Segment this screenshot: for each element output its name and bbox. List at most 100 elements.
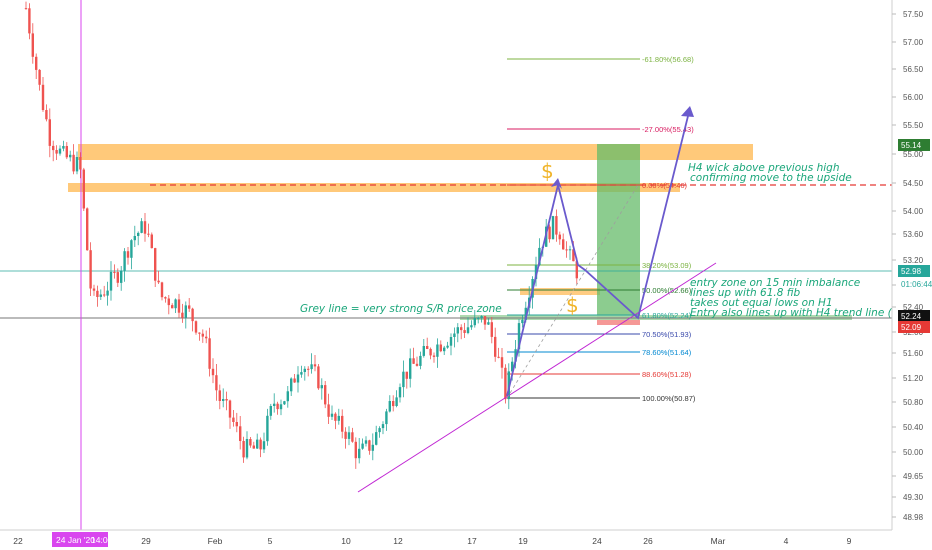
candle-body xyxy=(487,322,490,325)
y-tick-label: 54.50 xyxy=(903,179,924,188)
candle-body xyxy=(48,119,51,146)
candle-body xyxy=(55,150,58,154)
candle-body xyxy=(483,316,487,325)
candle-body xyxy=(215,375,218,391)
candle-body xyxy=(147,233,150,235)
fib-level-label: 38.20%(53.09) xyxy=(642,261,692,270)
fib-level-label: 88.60%(51.28) xyxy=(642,370,692,379)
candle-body xyxy=(65,146,68,158)
candle-body xyxy=(126,251,130,258)
candle-body xyxy=(327,404,330,417)
candle-body xyxy=(130,240,133,258)
candle-body xyxy=(344,431,347,439)
candle-body xyxy=(290,378,293,392)
candle-body xyxy=(429,348,432,356)
candle-body xyxy=(310,364,313,370)
candle-body xyxy=(432,355,436,357)
candle-body xyxy=(157,280,160,283)
dollar-sign-entry: $ xyxy=(566,293,579,317)
candle-body xyxy=(41,84,45,110)
candle-body xyxy=(470,325,473,328)
x-axis: 22 29 Feb 5 10 12 17 19 24 26 Mar 4 9 xyxy=(13,536,851,546)
y-tick-label: 50.40 xyxy=(903,423,924,432)
candle-body xyxy=(137,232,140,236)
candle-body xyxy=(364,440,368,444)
candle-body xyxy=(409,358,412,379)
candle-body xyxy=(133,236,136,241)
candle-body xyxy=(426,346,429,349)
fib-retracement: -61.80%(56.68) -27.00%(55.43) 0.00%(54.46)… xyxy=(507,55,696,403)
candle-body xyxy=(385,411,388,425)
candle-body xyxy=(75,157,79,172)
candle-body xyxy=(538,247,541,266)
candle-body xyxy=(460,327,463,331)
candle-body xyxy=(565,249,568,251)
supply-zone-upper xyxy=(78,144,753,160)
candle-body xyxy=(514,349,517,362)
candle-body xyxy=(256,439,259,449)
candle-body xyxy=(120,270,123,283)
candle-body xyxy=(446,345,449,348)
candle-body xyxy=(521,319,524,324)
candle-body xyxy=(205,336,208,339)
candle-body xyxy=(201,333,204,337)
y-tick-label: 54.00 xyxy=(903,207,924,216)
candle-body xyxy=(436,344,439,357)
date-highlight-time: 14:00 xyxy=(91,535,113,545)
x-axis-panel[interactable] xyxy=(0,530,892,550)
candle-body xyxy=(341,415,344,432)
candle-body xyxy=(181,312,184,318)
grey-line-note: Grey line = very strong S/R price zone xyxy=(300,303,502,315)
projection-arrow-2 xyxy=(557,107,691,320)
candle-body xyxy=(232,417,235,422)
y-tick-label: 51.60 xyxy=(903,349,924,358)
candle-body xyxy=(337,415,340,421)
arrowhead-1 xyxy=(551,178,562,189)
dollar-sign-top: $ xyxy=(541,159,554,183)
candle-body xyxy=(477,317,480,319)
candle-body xyxy=(28,8,31,34)
position-loss-area xyxy=(597,317,640,325)
candle-body xyxy=(473,318,476,326)
candle-body xyxy=(334,413,337,421)
price-tag xyxy=(898,139,930,151)
price-tag-label: 52.24 xyxy=(901,312,922,321)
candle-body xyxy=(422,346,425,356)
y-tick-label: 48.98 xyxy=(903,513,924,522)
candle-body xyxy=(279,404,283,410)
candle-body xyxy=(466,327,470,333)
candle-body xyxy=(449,337,453,346)
candle-body xyxy=(143,221,147,234)
candle-body xyxy=(24,8,28,10)
candle-body xyxy=(558,234,561,240)
candle-body xyxy=(463,330,466,333)
x-tick-label: 10 xyxy=(341,536,351,546)
candle-body xyxy=(276,403,279,410)
candle-body xyxy=(242,441,245,458)
candle-body xyxy=(109,271,113,291)
fib-level-label: 100.00%(50.87) xyxy=(642,394,696,403)
y-tick-label: 49.30 xyxy=(903,493,924,502)
y-tick-label: 50.00 xyxy=(903,448,924,457)
candle-body xyxy=(225,399,228,401)
candle-body xyxy=(378,428,381,433)
candle-body xyxy=(555,216,558,235)
x-tick-label: 9 xyxy=(847,536,852,546)
price-tag-label: 55.14 xyxy=(901,141,922,150)
candle-body xyxy=(160,282,164,298)
candle-body xyxy=(375,432,378,445)
y-tick-label: 50.80 xyxy=(903,398,924,407)
candle-body xyxy=(534,265,538,279)
price-tag-label: 01:06:44 xyxy=(901,280,932,289)
x-tick-label: Mar xyxy=(711,536,726,546)
candle-body xyxy=(252,445,255,449)
fib-level-label: 78.60%(51.64) xyxy=(642,348,692,357)
candle-body xyxy=(303,368,306,372)
candle-body xyxy=(96,290,99,297)
y-tick-label: 56.50 xyxy=(903,65,924,74)
arrowhead-2 xyxy=(681,106,694,117)
fib-level-label: 50.00%(52.66) xyxy=(642,286,692,295)
candle-body xyxy=(330,413,334,417)
price-tag xyxy=(898,278,930,290)
